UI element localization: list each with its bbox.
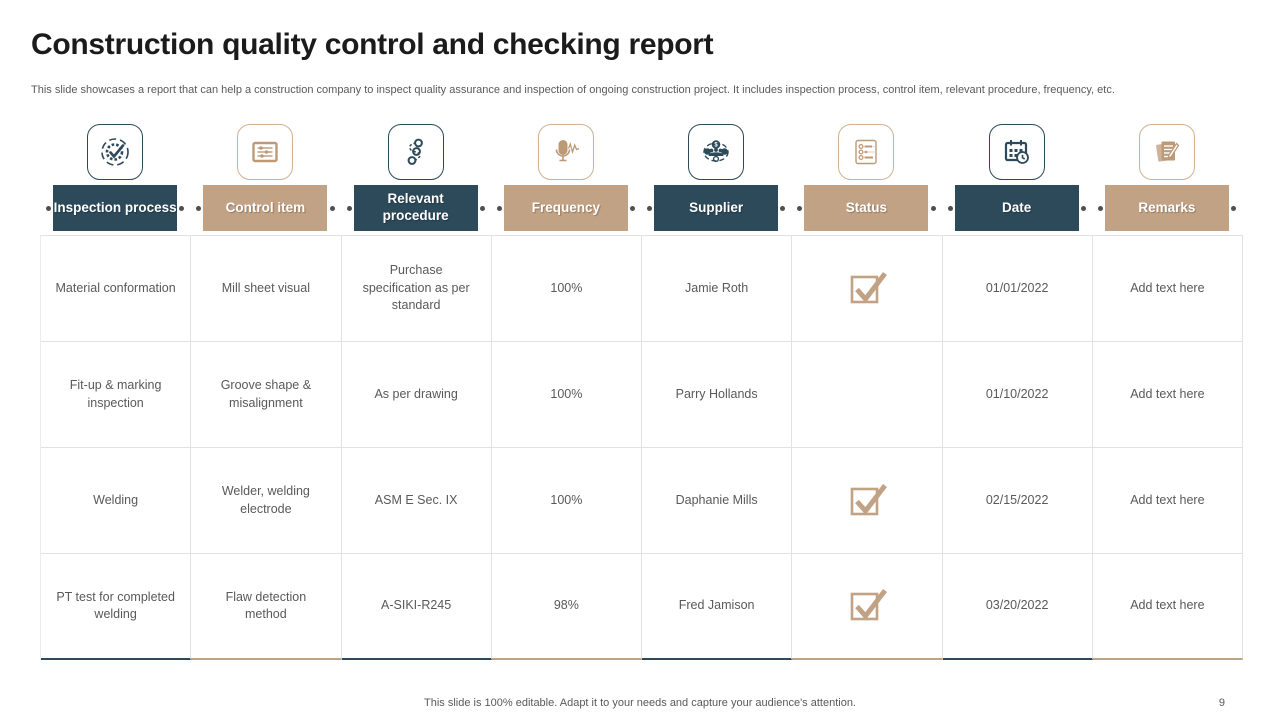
checked-checkbox-icon[interactable]	[846, 586, 888, 626]
cell-remarks[interactable]: Add text here	[1092, 448, 1243, 554]
header-date: Date	[954, 185, 1079, 231]
column-icons-row: $	[40, 122, 1242, 182]
cell-remarks[interactable]: Add text here	[1092, 236, 1243, 342]
editable-note: This slide is 100% editable. Adapt it to…	[424, 697, 856, 709]
header-inspection-process: Inspection process	[53, 185, 178, 231]
gear-check-icon	[87, 124, 144, 180]
connector-dot	[647, 206, 652, 211]
cell-inspection-process: Fit-up & marking inspection	[41, 342, 192, 448]
table-header-row: Inspection process Control item Relevant…	[40, 185, 1242, 231]
report-table: Material conformation Mill sheet visual …	[40, 235, 1243, 660]
svg-text:$: $	[714, 143, 718, 149]
page-title: Construction quality control and checkin…	[31, 28, 714, 61]
header-control-item: Control item	[203, 185, 328, 231]
cell-status	[792, 342, 943, 448]
cell-status	[792, 236, 943, 342]
calendar-clock-icon	[988, 124, 1045, 180]
cell-relevant-procedure: Purchase specification as per standard	[341, 236, 492, 342]
connector-dot	[947, 206, 953, 211]
header-status: Status	[804, 185, 929, 231]
connector-dot	[930, 206, 936, 211]
cell-inspection-process: Material conformation	[41, 236, 192, 342]
cell-control-item: Flaw detection method	[191, 554, 342, 660]
cell-date: 03/20/2022	[942, 554, 1093, 660]
connector-dot	[179, 206, 185, 211]
connector-dot	[1097, 206, 1103, 211]
cell-status	[792, 448, 943, 554]
header-relevant-procedure: Relevant procedure	[353, 185, 478, 231]
connector-dot	[46, 206, 51, 211]
notes-pencil-icon	[1138, 124, 1195, 180]
microphone-wave-icon	[537, 124, 594, 180]
cell-frequency: 100%	[491, 236, 642, 342]
slide-description: This slide showcases a report that can h…	[31, 84, 1115, 96]
cell-supplier: Parry Hollands	[642, 342, 793, 448]
header-supplier: Supplier	[654, 185, 779, 231]
connector-dot	[346, 206, 352, 211]
supplier-network-icon: $	[688, 124, 745, 180]
cell-control-item: Welder, welding electrode	[191, 448, 342, 554]
cell-supplier: Fred Jamison	[642, 554, 793, 660]
connector-dot	[329, 206, 335, 211]
connector-dot	[797, 206, 803, 211]
header-frequency: Frequency	[503, 185, 628, 231]
cell-frequency: 100%	[491, 448, 642, 554]
checked-checkbox-icon[interactable]	[846, 481, 888, 521]
cell-frequency: 98%	[491, 554, 642, 660]
process-flow-icon	[387, 124, 444, 180]
cell-date: 01/10/2022	[942, 342, 1093, 448]
cell-supplier: Jamie Roth	[642, 236, 793, 342]
connector-dot	[780, 206, 786, 211]
cell-inspection-process: Welding	[41, 448, 192, 554]
cell-relevant-procedure: A-SIKI-R245	[341, 554, 492, 660]
page-number: 9	[1218, 697, 1225, 709]
checklist-icon	[838, 124, 895, 180]
cell-control-item: Mill sheet visual	[191, 236, 342, 342]
connector-dot	[496, 206, 502, 211]
header-remarks: Remarks	[1104, 185, 1229, 231]
checked-checkbox-icon[interactable]	[846, 269, 888, 309]
connector-dot	[630, 206, 635, 211]
cell-supplier: Daphanie Mills	[642, 448, 793, 554]
cell-remarks[interactable]: Add text here	[1092, 342, 1243, 448]
cell-date: 02/15/2022	[942, 448, 1093, 554]
control-panel-icon	[237, 124, 294, 180]
connector-dot	[1080, 206, 1086, 211]
cell-inspection-process: PT test for completed welding	[41, 554, 192, 660]
cell-remarks[interactable]: Add text here	[1092, 554, 1243, 660]
cell-frequency: 100%	[491, 342, 642, 448]
connector-dot	[1231, 206, 1236, 211]
cell-relevant-procedure: ASM E Sec. IX	[341, 448, 492, 554]
cell-control-item: Groove shape & misalignment	[191, 342, 342, 448]
cell-date: 01/01/2022	[942, 236, 1093, 342]
cell-relevant-procedure: As per drawing	[341, 342, 492, 448]
connector-dot	[479, 206, 485, 211]
cell-status	[792, 554, 943, 660]
connector-dot	[196, 206, 202, 211]
